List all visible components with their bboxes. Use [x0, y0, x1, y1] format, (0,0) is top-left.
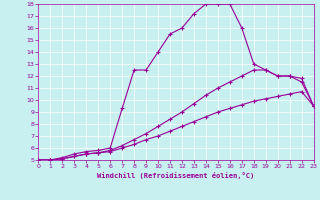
X-axis label: Windchill (Refroidissement éolien,°C): Windchill (Refroidissement éolien,°C)	[97, 172, 255, 179]
